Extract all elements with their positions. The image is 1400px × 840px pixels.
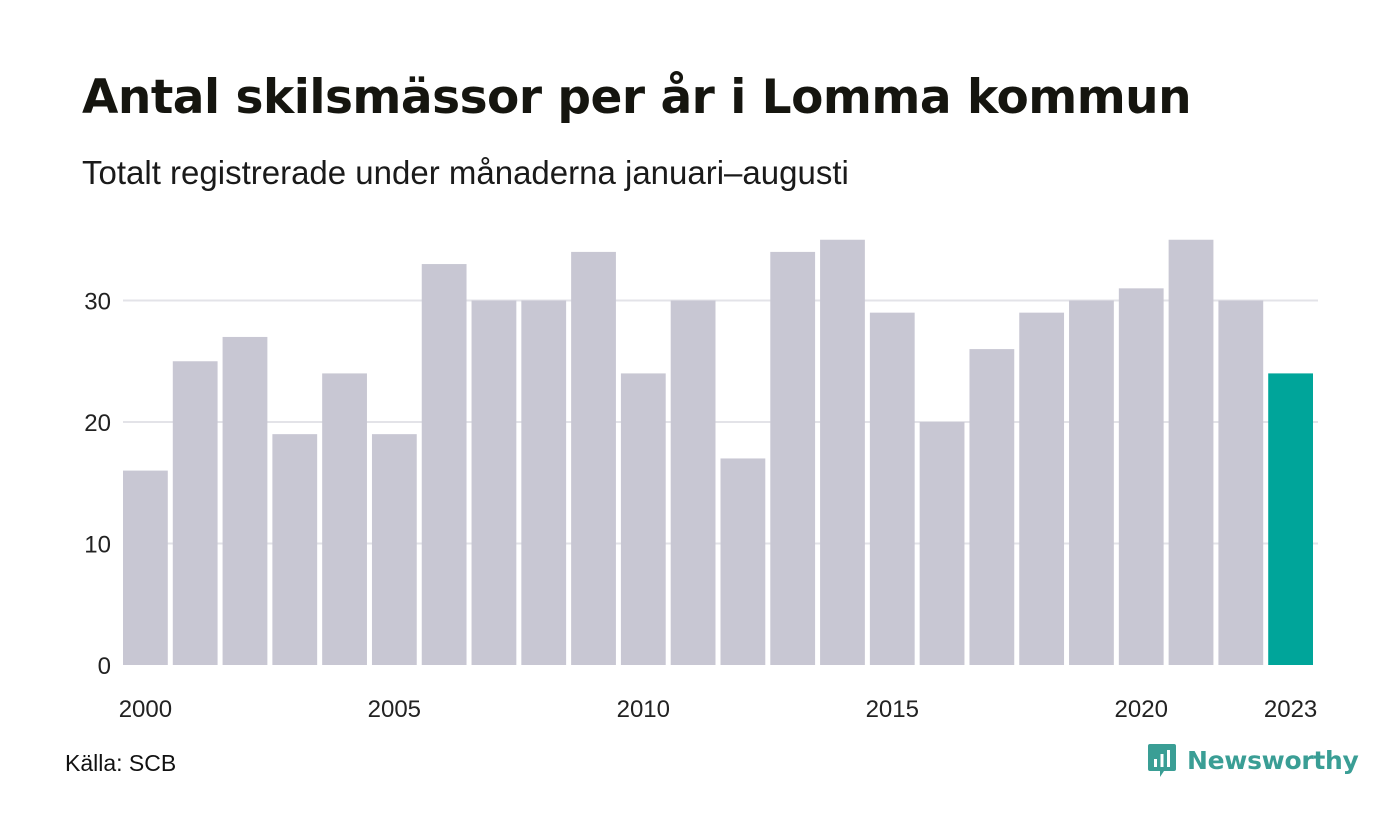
x-axis-ticks: 2000 2005 2010 2015 2020 2023 [119, 696, 1318, 723]
bar-2007 [471, 300, 517, 665]
y-tick-label: 20 [84, 410, 111, 437]
y-tick-label: 10 [84, 532, 111, 559]
bar-2020 [1118, 288, 1164, 665]
bar-2002 [222, 336, 268, 665]
y-tick-label: 30 [84, 289, 111, 316]
bar-2023 [1268, 373, 1313, 665]
x-tick-label: 2020 [1115, 696, 1168, 723]
bar-2000 [123, 470, 168, 665]
bar-2005 [371, 434, 417, 665]
bar-2008 [521, 300, 567, 665]
chart-title: Antal skilsmässor per år i Lomma kommun [82, 70, 1192, 125]
bar-2022 [1218, 300, 1264, 665]
bar-2019 [1069, 300, 1114, 665]
source-note: Källa: SCB [65, 750, 177, 776]
chart-subtitle: Totalt registrerade under månaderna janu… [82, 154, 849, 191]
x-tick-label: 2010 [617, 696, 670, 723]
bar-2014 [820, 239, 865, 665]
bar-2017 [969, 349, 1015, 665]
x-tick-label: 2015 [866, 696, 919, 723]
bars [123, 239, 1313, 665]
bar-2004 [322, 373, 367, 665]
brand-logo: Newsworthy [1147, 742, 1359, 778]
newsworthy-chat-chart-icon [1148, 744, 1176, 777]
bar-2009 [571, 251, 616, 665]
y-tick-label: 0 [98, 653, 111, 680]
x-tick-label: 2000 [119, 696, 172, 723]
bar-2003 [272, 434, 318, 665]
bar-2001 [172, 361, 218, 665]
x-tick-label: 2023 [1264, 696, 1317, 723]
brand-name: Newsworthy [1187, 745, 1359, 775]
y-axis-ticks: 0 10 20 30 [84, 289, 111, 681]
bar-2010 [620, 373, 666, 665]
bar-2021 [1168, 239, 1214, 665]
bar-2016 [919, 422, 965, 665]
bar-2011 [670, 300, 716, 665]
bar-chart: 0 10 20 30 2000 2005 2010 2015 2020 2023 [84, 239, 1318, 723]
bar-2006 [421, 264, 467, 665]
bar-2013 [770, 251, 816, 665]
bar-2018 [1019, 312, 1065, 665]
bar-2015 [869, 312, 915, 665]
x-tick-label: 2005 [368, 696, 421, 723]
bar-2012 [720, 458, 766, 665]
